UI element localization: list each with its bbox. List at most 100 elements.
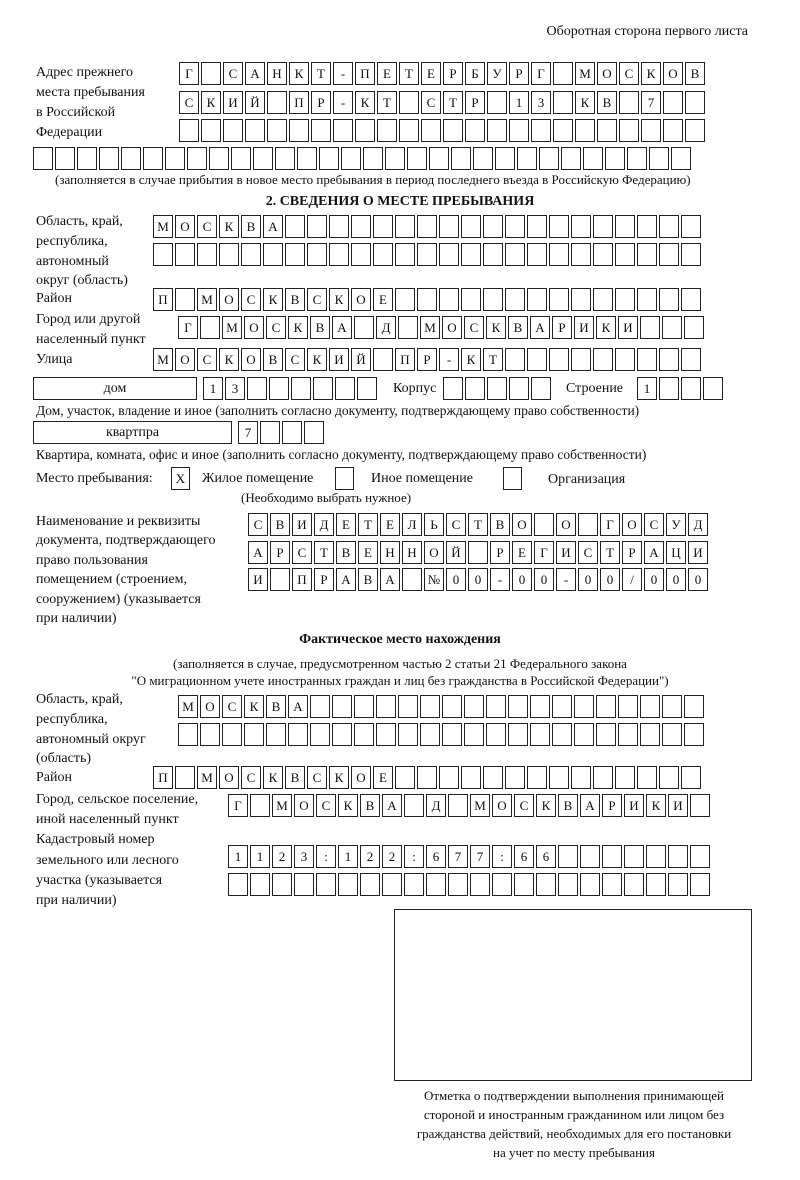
char-cell[interactable]	[200, 723, 220, 746]
char-cell[interactable]	[684, 723, 704, 746]
char-cell[interactable]	[527, 215, 547, 238]
char-cell[interactable]	[376, 723, 396, 746]
char-cell[interactable]: Е	[380, 513, 400, 536]
char-cell[interactable]	[681, 215, 701, 238]
char-cell[interactable]	[461, 288, 481, 311]
char-cell[interactable]: М	[575, 62, 595, 85]
char-cell[interactable]: Й	[351, 348, 371, 371]
char-cell[interactable]: Д	[314, 513, 334, 536]
char-cell[interactable]	[304, 421, 324, 444]
char-cell[interactable]	[580, 845, 600, 868]
char-cell[interactable]	[593, 348, 613, 371]
char-cell[interactable]: 1	[637, 377, 657, 400]
char-cell[interactable]: Е	[377, 62, 397, 85]
char-cell[interactable]	[260, 421, 280, 444]
char-cell[interactable]	[605, 147, 625, 170]
char-cell[interactable]	[575, 119, 595, 142]
char-cell[interactable]: Д	[426, 794, 446, 817]
char-cell[interactable]	[417, 766, 437, 789]
char-cell[interactable]	[395, 215, 415, 238]
option-other-premises-checkbox[interactable]	[335, 467, 354, 490]
char-cell[interactable]: А	[382, 794, 402, 817]
char-cell[interactable]	[187, 147, 207, 170]
char-cell[interactable]: Т	[311, 62, 331, 85]
char-cell[interactable]: О	[175, 348, 195, 371]
char-cell[interactable]: М	[197, 288, 217, 311]
char-cell[interactable]	[270, 568, 290, 591]
char-cell[interactable]: К	[307, 348, 327, 371]
char-cell[interactable]: 6	[514, 845, 534, 868]
char-cell[interactable]: 1	[338, 845, 358, 868]
char-cell[interactable]: В	[597, 91, 617, 114]
char-cell[interactable]	[646, 845, 666, 868]
char-cell[interactable]: С	[292, 541, 312, 564]
char-cell[interactable]: С	[307, 288, 327, 311]
char-cell[interactable]: С	[222, 695, 242, 718]
char-cell[interactable]: О	[351, 288, 371, 311]
char-cell[interactable]	[649, 147, 669, 170]
char-cell[interactable]	[641, 119, 661, 142]
char-cell[interactable]: К	[355, 91, 375, 114]
previous-address-row-4[interactable]	[33, 147, 693, 170]
char-cell[interactable]: А	[263, 215, 283, 238]
char-cell[interactable]	[197, 243, 217, 266]
char-cell[interactable]	[536, 873, 556, 896]
char-cell[interactable]	[685, 91, 705, 114]
char-cell[interactable]	[354, 316, 374, 339]
char-cell[interactable]	[439, 215, 459, 238]
char-cell[interactable]	[377, 119, 397, 142]
char-cell[interactable]: П	[395, 348, 415, 371]
char-cell[interactable]: К	[486, 316, 506, 339]
char-cell[interactable]: Р	[311, 91, 331, 114]
char-cell[interactable]	[269, 377, 289, 400]
char-cell[interactable]: В	[270, 513, 290, 536]
char-cell[interactable]: П	[153, 288, 173, 311]
char-cell[interactable]	[593, 243, 613, 266]
char-cell[interactable]	[483, 243, 503, 266]
char-cell[interactable]	[399, 119, 419, 142]
char-cell[interactable]	[487, 91, 507, 114]
char-cell[interactable]	[310, 723, 330, 746]
char-cell[interactable]	[597, 119, 617, 142]
char-cell[interactable]: Г	[534, 541, 554, 564]
char-cell[interactable]	[33, 147, 53, 170]
char-cell[interactable]: Т	[399, 62, 419, 85]
char-cell[interactable]	[404, 873, 424, 896]
char-cell[interactable]: 6	[536, 845, 556, 868]
char-cell[interactable]: 0	[644, 568, 664, 591]
structure-row[interactable]: 1	[637, 377, 725, 400]
char-cell[interactable]	[333, 119, 353, 142]
char-cell[interactable]	[593, 766, 613, 789]
char-cell[interactable]	[429, 147, 449, 170]
apartment-type-field[interactable]: квартпра	[33, 421, 232, 444]
char-cell[interactable]	[596, 695, 616, 718]
char-cell[interactable]: Р	[490, 541, 510, 564]
char-cell[interactable]	[514, 873, 534, 896]
char-cell[interactable]	[338, 873, 358, 896]
char-cell[interactable]	[245, 119, 265, 142]
char-cell[interactable]	[461, 766, 481, 789]
char-cell[interactable]: Н	[402, 541, 422, 564]
char-cell[interactable]: 3	[225, 377, 245, 400]
char-cell[interactable]: Т	[468, 513, 488, 536]
char-cell[interactable]	[640, 723, 660, 746]
char-cell[interactable]	[200, 316, 220, 339]
char-cell[interactable]: К	[329, 766, 349, 789]
char-cell[interactable]	[483, 215, 503, 238]
char-cell[interactable]	[486, 695, 506, 718]
char-cell[interactable]	[486, 723, 506, 746]
char-cell[interactable]	[681, 348, 701, 371]
char-cell[interactable]: И	[223, 91, 243, 114]
char-cell[interactable]: В	[263, 348, 283, 371]
char-cell[interactable]	[355, 119, 375, 142]
char-cell[interactable]: О	[442, 316, 462, 339]
char-cell[interactable]	[619, 119, 639, 142]
char-cell[interactable]	[417, 288, 437, 311]
char-cell[interactable]: Й	[446, 541, 466, 564]
char-cell[interactable]	[402, 568, 422, 591]
char-cell[interactable]: М	[420, 316, 440, 339]
char-cell[interactable]: Б	[465, 62, 485, 85]
char-cell[interactable]	[662, 723, 682, 746]
